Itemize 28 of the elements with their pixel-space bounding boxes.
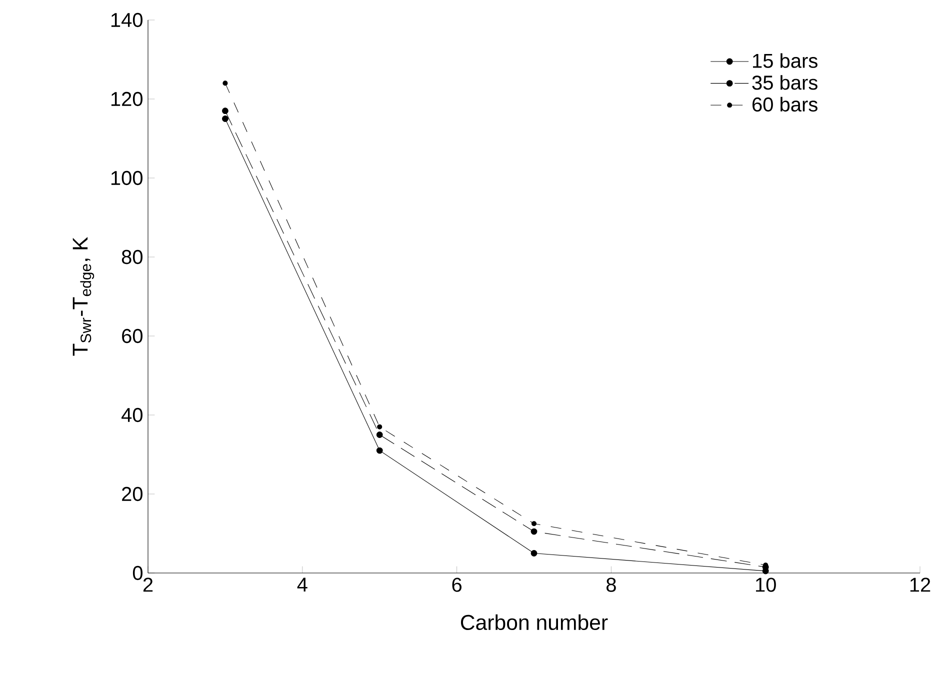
x-tick-label: 8 [606,578,616,592]
x-tick-label: 2 [143,578,153,592]
legend-label: 35 bars [752,75,818,90]
point [222,108,228,114]
x-axis-title: Carbon number [460,614,608,630]
x-tick-label: 6 [452,578,462,592]
y-axis-title: T$_{Swr}$-T$_{edge}$, K [72,236,94,356]
y-tick-label: 40 [122,408,142,422]
y-tick-label: 120 [111,92,142,106]
y-tick-label: 60 [122,328,142,344]
legend-label: 15 bars [753,53,818,68]
y-tick-label: 80 [122,250,142,264]
legend-label: 60 bars [752,96,818,112]
y-tick-label: 140 [111,12,142,28]
point [222,80,228,86]
y-tick-label: 100 [111,170,142,186]
x-tick-label: 4 [297,578,308,592]
point [530,550,538,556]
y-tick-label: 0 [132,566,142,580]
point [376,447,383,454]
point [377,424,382,430]
point [530,528,538,535]
point [222,116,228,122]
x-tick-label: 10 [756,578,776,592]
point [531,521,537,526]
x-tick-label: 12 [910,578,930,592]
y-tick-label: 20 [122,486,142,502]
point [376,432,383,438]
